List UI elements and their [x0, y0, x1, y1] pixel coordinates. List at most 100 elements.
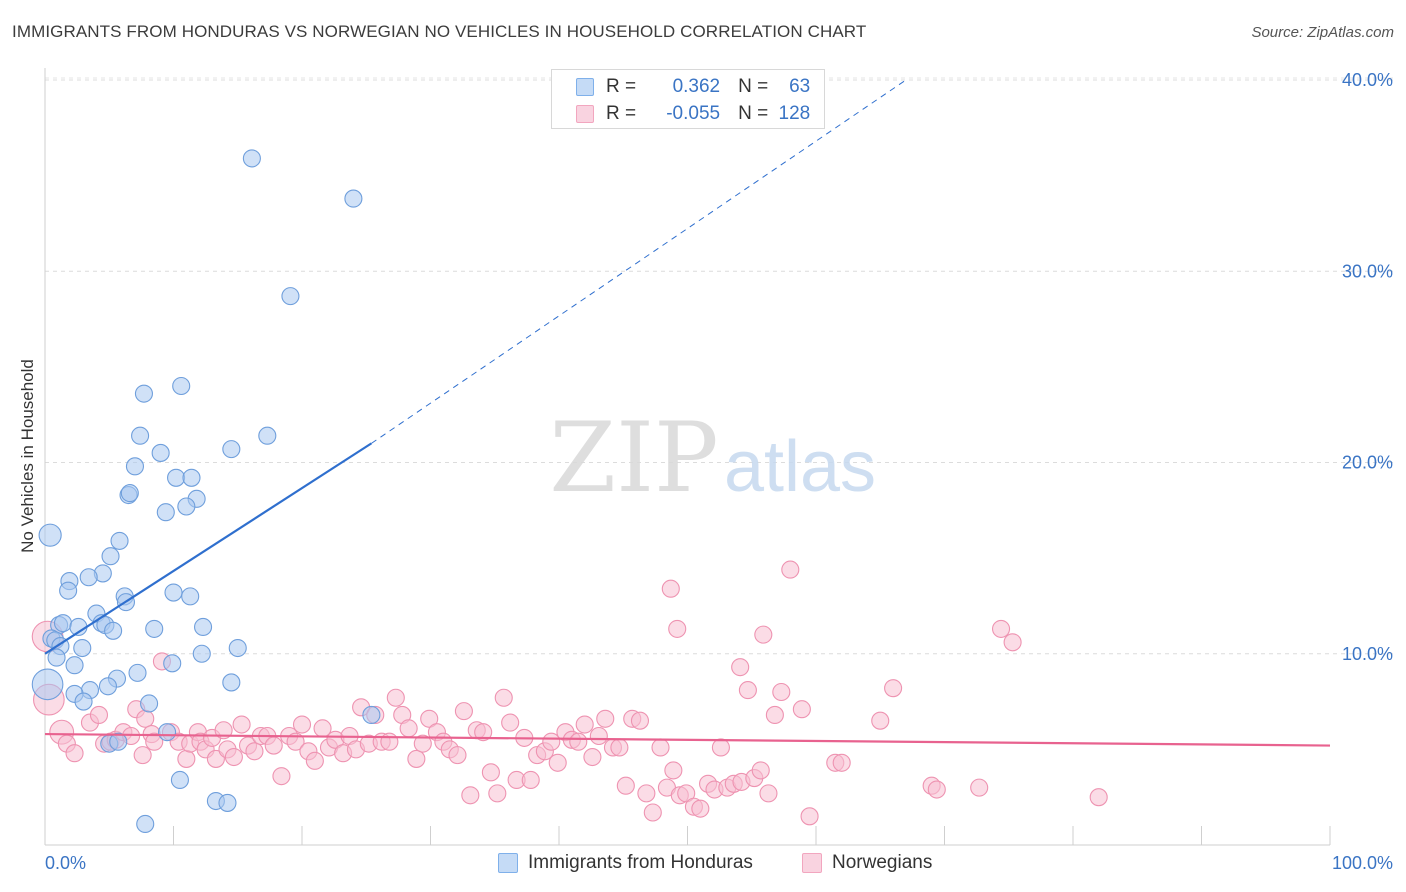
- norwegians-point: [800, 807, 819, 826]
- honduras-point: [131, 426, 150, 445]
- honduras-point: [167, 468, 186, 487]
- honduras-point: [136, 814, 155, 834]
- honduras-point: [344, 189, 363, 208]
- norwegians-point: [664, 761, 683, 780]
- honduras-point: [98, 677, 118, 696]
- honduras-point: [65, 656, 84, 675]
- norwegians-points: [31, 560, 1108, 826]
- norwegians-point: [245, 742, 264, 761]
- norwegians-point: [772, 682, 791, 702]
- honduras-point: [59, 581, 78, 600]
- honduras-legend-swatch: [498, 853, 518, 873]
- honduras-point: [218, 793, 237, 812]
- norwegians-point: [575, 715, 594, 734]
- norwegians-point: [637, 784, 656, 803]
- norwegians-point: [380, 732, 399, 751]
- honduras-point: [156, 503, 175, 522]
- watermark-zip: ZIP: [549, 402, 718, 514]
- honduras-point: [38, 523, 62, 547]
- honduras-point: [258, 426, 277, 445]
- n-label: N =: [738, 76, 769, 97]
- honduras-point: [228, 638, 247, 658]
- honduras-point: [110, 531, 129, 550]
- honduras-point: [181, 587, 200, 606]
- norwegians-point: [474, 723, 493, 742]
- r-value: -0.055: [666, 103, 721, 124]
- norwegians-swatch: [576, 105, 594, 123]
- norwegians-point: [569, 732, 588, 751]
- honduras-point: [281, 287, 300, 306]
- honduras-point: [164, 583, 183, 602]
- honduras-point: [109, 732, 128, 751]
- norwegians-point: [616, 776, 635, 795]
- norwegians-point: [781, 560, 800, 579]
- norwegians-point: [145, 732, 164, 751]
- norwegians-point: [232, 715, 251, 734]
- norwegians-point: [286, 732, 305, 751]
- legend-label: Immigrants from Honduras: [528, 852, 753, 873]
- tick-labels: 10.0% 20.0% 30.0% 40.0% 0.0% 100.0%: [45, 70, 1393, 873]
- norwegians-point: [292, 715, 312, 734]
- norwegians-point: [991, 619, 1011, 638]
- honduras-point: [182, 468, 201, 487]
- norwegians-point: [272, 767, 291, 786]
- norwegians-point: [501, 713, 520, 732]
- honduras-swatch: [576, 78, 594, 96]
- norwegians-point: [738, 681, 757, 700]
- norwegians-point: [731, 658, 750, 677]
- n-value: 128: [778, 103, 811, 124]
- honduras-point: [128, 663, 147, 682]
- y-tick-label: 40.0%: [1342, 70, 1393, 90]
- honduras-point: [158, 723, 177, 742]
- norwegians-point: [589, 726, 608, 746]
- norwegians-point: [651, 738, 670, 757]
- stats-legend: R = 0.362 N = 63 R = -0.055 N = 128: [551, 69, 825, 129]
- honduras-point: [53, 614, 73, 633]
- honduras-point: [31, 668, 64, 701]
- norwegians-point: [177, 749, 196, 768]
- r-value: 0.362: [672, 76, 721, 97]
- honduras-point: [73, 638, 92, 658]
- norwegians-point: [970, 778, 989, 797]
- norwegians-point: [461, 786, 480, 805]
- norwegians-point: [548, 753, 567, 772]
- norwegians-point: [668, 619, 687, 638]
- norwegians-point: [305, 751, 324, 770]
- norwegians-point: [214, 721, 233, 740]
- honduras-trend-extension: [371, 79, 907, 444]
- honduras-point: [170, 770, 189, 790]
- norwegians-point: [792, 700, 811, 719]
- norwegians-point: [871, 711, 890, 730]
- legend-label: Norwegians: [832, 852, 933, 873]
- norwegians-point: [136, 709, 155, 728]
- y-tick-label: 30.0%: [1342, 261, 1393, 281]
- honduras-point: [222, 440, 241, 459]
- watermark: ZIP atlas: [549, 402, 876, 514]
- honduras-points: [31, 149, 381, 834]
- stats-row-honduras: R = 0.362 N = 63: [576, 76, 810, 98]
- honduras-point: [192, 644, 211, 663]
- norwegians-point: [481, 763, 500, 782]
- norwegians-point: [711, 738, 730, 757]
- norwegians-point: [521, 770, 540, 790]
- honduras-trend-line: [44, 442, 372, 655]
- trend-lines: [44, 79, 1331, 747]
- norwegians-point: [224, 747, 243, 767]
- norwegians-point: [691, 799, 710, 818]
- x-tick-label: 100.0%: [1332, 853, 1393, 873]
- axes: [44, 68, 1331, 846]
- honduras-point: [177, 497, 196, 516]
- honduras-point: [79, 568, 98, 587]
- norwegians-point: [399, 719, 418, 738]
- norwegians-point: [454, 702, 473, 721]
- norwegians-point: [661, 579, 680, 598]
- norwegians-point: [494, 688, 513, 707]
- honduras-point: [101, 547, 120, 566]
- norwegians-point: [884, 679, 903, 698]
- norwegians-point: [89, 705, 109, 725]
- norwegians-point: [65, 744, 84, 763]
- norwegians-point: [413, 734, 432, 753]
- honduras-point: [163, 654, 182, 673]
- n-label: N =: [738, 103, 769, 124]
- honduras-point: [172, 376, 191, 396]
